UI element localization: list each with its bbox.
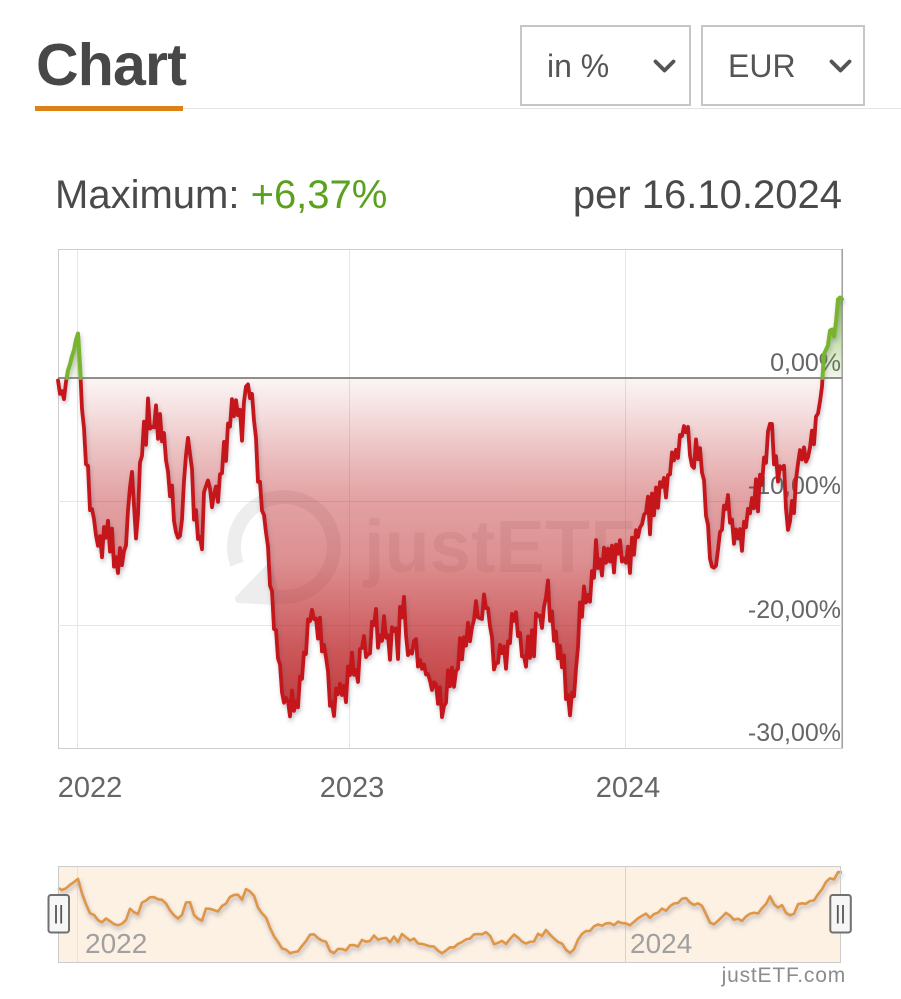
svg-text:justETF.com: justETF.com bbox=[721, 964, 846, 987]
svg-text:2022: 2022 bbox=[58, 772, 123, 804]
svg-text:2024: 2024 bbox=[630, 928, 692, 959]
svg-text:-20,00%: -20,00% bbox=[748, 596, 841, 624]
svg-text:2023: 2023 bbox=[320, 772, 385, 804]
svg-text:2022: 2022 bbox=[85, 928, 147, 959]
svg-text:-30,00%: -30,00% bbox=[748, 719, 841, 747]
svg-text:2024: 2024 bbox=[596, 772, 661, 804]
